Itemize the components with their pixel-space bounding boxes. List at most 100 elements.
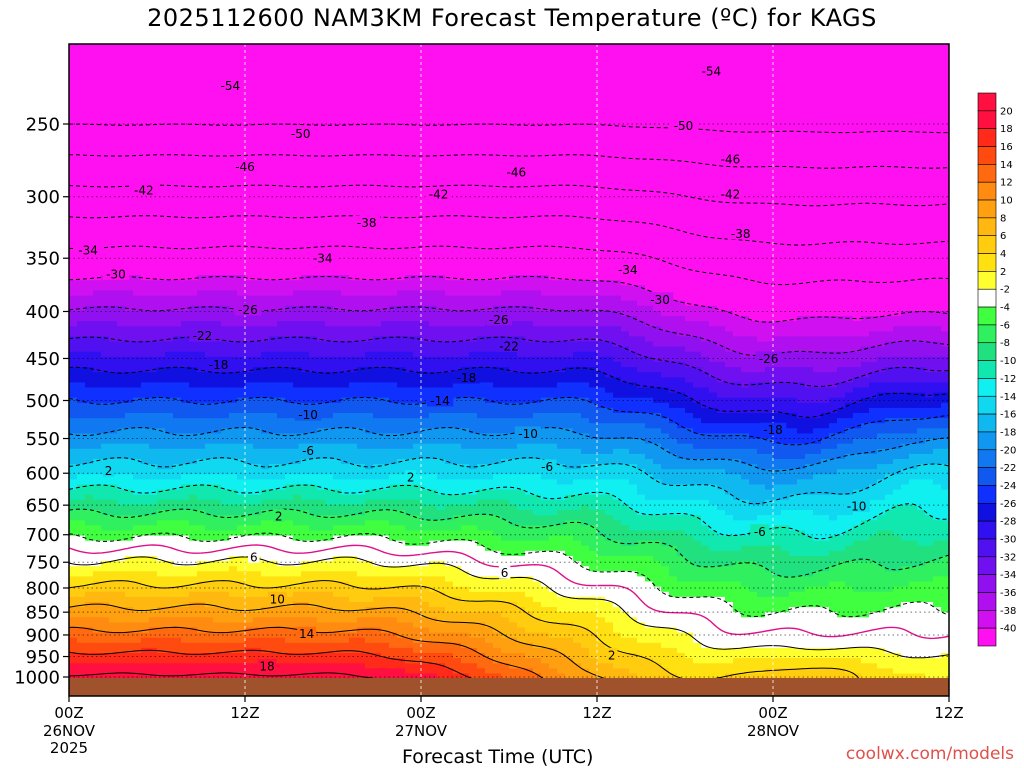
temperature-cell [397,239,406,246]
temperature-cell [677,203,686,210]
temperature-cell [613,142,622,148]
temperature-cell [581,96,590,103]
temperature-cell [237,35,246,41]
temperature-cell [269,183,278,189]
temperature-cell [317,44,326,46]
temperature-cell [397,183,406,189]
temperature-cell [189,157,198,164]
temperature-cell [589,183,598,189]
temperature-cell [341,167,350,174]
temperature-cell [389,111,398,118]
temperature-cell [461,55,470,62]
temperature-cell [173,234,182,240]
temperature-cell [501,106,510,113]
temperature-cell [637,50,646,57]
temperature-cell [685,60,694,67]
temperature-cell [357,203,366,210]
temperature-cell [701,86,710,92]
temperature-cell [181,249,190,256]
temperature-cell [317,86,326,92]
temperature-cell [741,44,750,46]
temperature-cell [165,152,174,159]
temperature-cell [349,208,358,215]
temperature-cell [165,183,174,189]
temperature-cell [461,65,470,72]
temperature-cell [749,127,758,133]
temperature-cell [261,234,270,240]
temperature-cell [789,249,798,256]
temperature-cell [309,198,318,205]
temperature-cell [677,224,686,230]
temperature-cell [533,229,542,235]
temperature-cell [189,116,198,123]
temperature-cell [469,213,478,220]
temperature-cell [941,132,949,138]
temperature-cell [221,152,230,159]
temperature-cell [901,50,910,57]
temperature-cell [477,91,486,97]
temperature-cell [381,132,390,138]
temperature-cell [861,208,870,215]
temperature-cell [85,183,94,189]
temperature-cell [421,101,430,108]
temperature-cell [213,234,222,240]
temperature-cell [917,229,926,235]
temperature-cell [125,121,134,128]
temperature-cell [69,193,78,200]
temperature-cell [597,198,606,205]
temperature-cell [157,208,166,215]
temperature-cell [189,167,198,174]
temperature-cell [653,70,662,77]
temperature-cell [629,101,638,108]
temperature-cell [413,127,422,133]
temperature-cell [205,111,214,118]
temperature-cell [437,234,446,240]
temperature-cell [517,121,526,128]
temperature-cell [221,116,230,123]
temperature-cell [837,213,846,220]
temperature-cell [229,65,238,72]
temperature-cell [325,167,334,174]
temperature-cell [837,76,846,82]
temperature-cell [629,50,638,57]
temperature-cell [405,70,414,77]
temperature-cell [277,224,286,230]
temperature-cell [661,65,670,72]
temperature-cell [909,96,918,103]
temperature-cell [141,91,150,97]
temperature-cell [621,76,630,82]
temperature-cell [453,60,462,67]
temperature-cell [733,50,742,57]
temperature-cell [261,162,270,169]
temperature-cell [757,178,766,184]
temperature-cell [925,81,934,87]
temperature-cell [277,116,286,123]
temperature-cell [389,65,398,72]
temperature-cell [517,239,526,246]
temperature-cell [877,35,886,41]
temperature-cell [229,45,238,51]
temperature-cell [917,111,926,118]
temperature-cell [629,239,638,246]
temperature-cell [85,45,94,51]
temperature-cell [125,203,134,210]
temperature-cell [365,101,374,108]
temperature-cell [765,45,774,51]
temperature-cell [117,229,126,235]
temperature-cell [725,142,734,148]
temperature-cell [701,96,710,103]
temperature-cell [917,162,926,169]
temperature-cell [333,219,342,225]
temperature-cell [285,213,294,220]
temperature-cell [845,81,854,87]
temperature-cell [813,91,822,97]
temperature-cell [549,116,558,123]
temperature-cell [501,45,510,51]
temperature-cell [141,127,150,133]
temperature-cell [701,198,710,205]
temperature-cell [173,65,182,72]
temperature-cell [181,157,190,164]
temperature-cell [629,203,638,210]
temperature-cell [245,30,254,36]
